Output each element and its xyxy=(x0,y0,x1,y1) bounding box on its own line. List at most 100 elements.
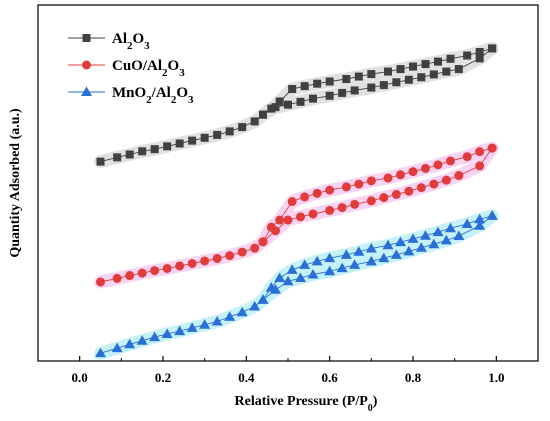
data-point-triangle xyxy=(149,331,161,342)
data-point-triangle xyxy=(365,243,377,253)
data-point-square xyxy=(338,88,347,97)
data-point-square xyxy=(138,147,147,156)
x-tick-label: 0.4 xyxy=(238,370,255,385)
data-point-circle xyxy=(175,261,185,271)
data-point-circle xyxy=(325,185,335,195)
legend-label-subscript: 2 xyxy=(146,94,152,106)
data-point-circle xyxy=(454,171,464,181)
data-point-triangle xyxy=(336,262,348,273)
data-point-triangle xyxy=(236,306,248,317)
data-point-circle xyxy=(225,251,235,261)
data-point-circle xyxy=(404,186,414,196)
data-point-square xyxy=(284,100,292,109)
data-point-square xyxy=(213,130,222,139)
data-point-circle xyxy=(300,192,310,202)
data-point-circle xyxy=(312,188,322,198)
data-point-circle xyxy=(125,271,135,281)
data-point-circle xyxy=(325,205,335,215)
data-point-triangle xyxy=(474,220,486,230)
x-axis-title: Relative Pressure (P/P0) xyxy=(235,394,378,414)
data-point-circle xyxy=(258,237,268,247)
data-point-square xyxy=(404,75,413,84)
legend-label-subscript: 2 xyxy=(171,94,177,106)
data-point-circle xyxy=(408,167,418,177)
data-point-circle xyxy=(308,209,318,219)
data-point-circle xyxy=(187,258,197,268)
data-point-square xyxy=(475,54,484,63)
data-point-square xyxy=(150,145,159,154)
data-point-triangle xyxy=(265,282,277,292)
data-point-square xyxy=(271,103,280,112)
data-point-circle xyxy=(462,152,472,162)
data-point-triangle xyxy=(403,245,415,256)
data-point-circle xyxy=(429,179,439,189)
data-point-circle xyxy=(350,199,360,209)
data-point-triangle xyxy=(174,325,186,336)
data-point-circle xyxy=(366,176,376,186)
data-point-triangle xyxy=(432,226,444,237)
data-point-square xyxy=(113,153,122,162)
data-point-square xyxy=(325,91,334,100)
legend-label-subscript: 3 xyxy=(188,94,194,106)
data-point-square xyxy=(288,85,297,94)
data-point-square xyxy=(367,83,376,92)
data-point-triangle xyxy=(311,255,323,266)
data-point-triangle xyxy=(211,315,223,326)
legend-label: Al2O3 xyxy=(112,31,150,52)
data-point-triangle xyxy=(440,234,452,245)
series-markers xyxy=(95,44,498,358)
data-point-triangle xyxy=(453,230,465,241)
data-point-circle xyxy=(337,203,347,213)
data-point-square xyxy=(434,57,442,66)
data-point-circle xyxy=(162,263,172,273)
data-point-triangle xyxy=(407,233,419,243)
legend-label-subscript: 2 xyxy=(127,40,133,52)
data-point-triangle xyxy=(390,249,402,259)
data-point-circle xyxy=(366,196,376,206)
data-point-triangle xyxy=(81,86,92,96)
data-point-circle xyxy=(275,215,285,225)
data-point-square xyxy=(342,75,351,84)
data-point-circle xyxy=(446,156,455,166)
data-point-square xyxy=(463,51,472,60)
data-point-triangle xyxy=(224,311,236,321)
data-point-triangle xyxy=(395,236,406,247)
legend-label-subscript: 3 xyxy=(179,67,185,79)
data-point-circle xyxy=(212,253,222,263)
data-point-triangle xyxy=(199,319,211,329)
data-point-square xyxy=(396,65,405,74)
data-point-triangle xyxy=(445,222,456,233)
data-point-circle xyxy=(296,212,305,222)
data-point-triangle xyxy=(382,239,394,250)
data-point-circle xyxy=(112,273,122,283)
data-point-circle xyxy=(150,266,160,276)
data-point-triangle xyxy=(349,259,361,269)
data-point-square xyxy=(96,157,105,166)
data-point-square xyxy=(275,97,284,106)
data-point-triangle xyxy=(415,242,427,252)
data-point-triangle xyxy=(378,252,390,263)
data-point-square xyxy=(250,117,259,126)
data-point-triangle xyxy=(324,265,336,276)
data-point-triangle xyxy=(136,335,148,345)
data-point-square xyxy=(325,77,334,86)
legend-label-subscript: 3 xyxy=(144,40,150,52)
data-point-triangle xyxy=(324,252,336,263)
data-point-circle xyxy=(237,247,247,257)
data-point-triangle xyxy=(111,342,123,353)
x-tick-label: 0.8 xyxy=(405,370,422,385)
data-point-triangle xyxy=(124,338,136,349)
data-point-triangle xyxy=(161,328,173,338)
data-point-square xyxy=(379,81,388,90)
data-point-circle xyxy=(421,163,430,173)
data-point-circle xyxy=(433,160,443,170)
data-point-triangle xyxy=(420,230,431,240)
data-point-circle xyxy=(379,193,389,203)
data-point-square xyxy=(475,47,484,56)
data-point-square xyxy=(267,104,276,113)
data-point-square xyxy=(367,70,376,79)
data-point-triangle xyxy=(295,272,306,283)
data-point-circle xyxy=(475,161,485,171)
